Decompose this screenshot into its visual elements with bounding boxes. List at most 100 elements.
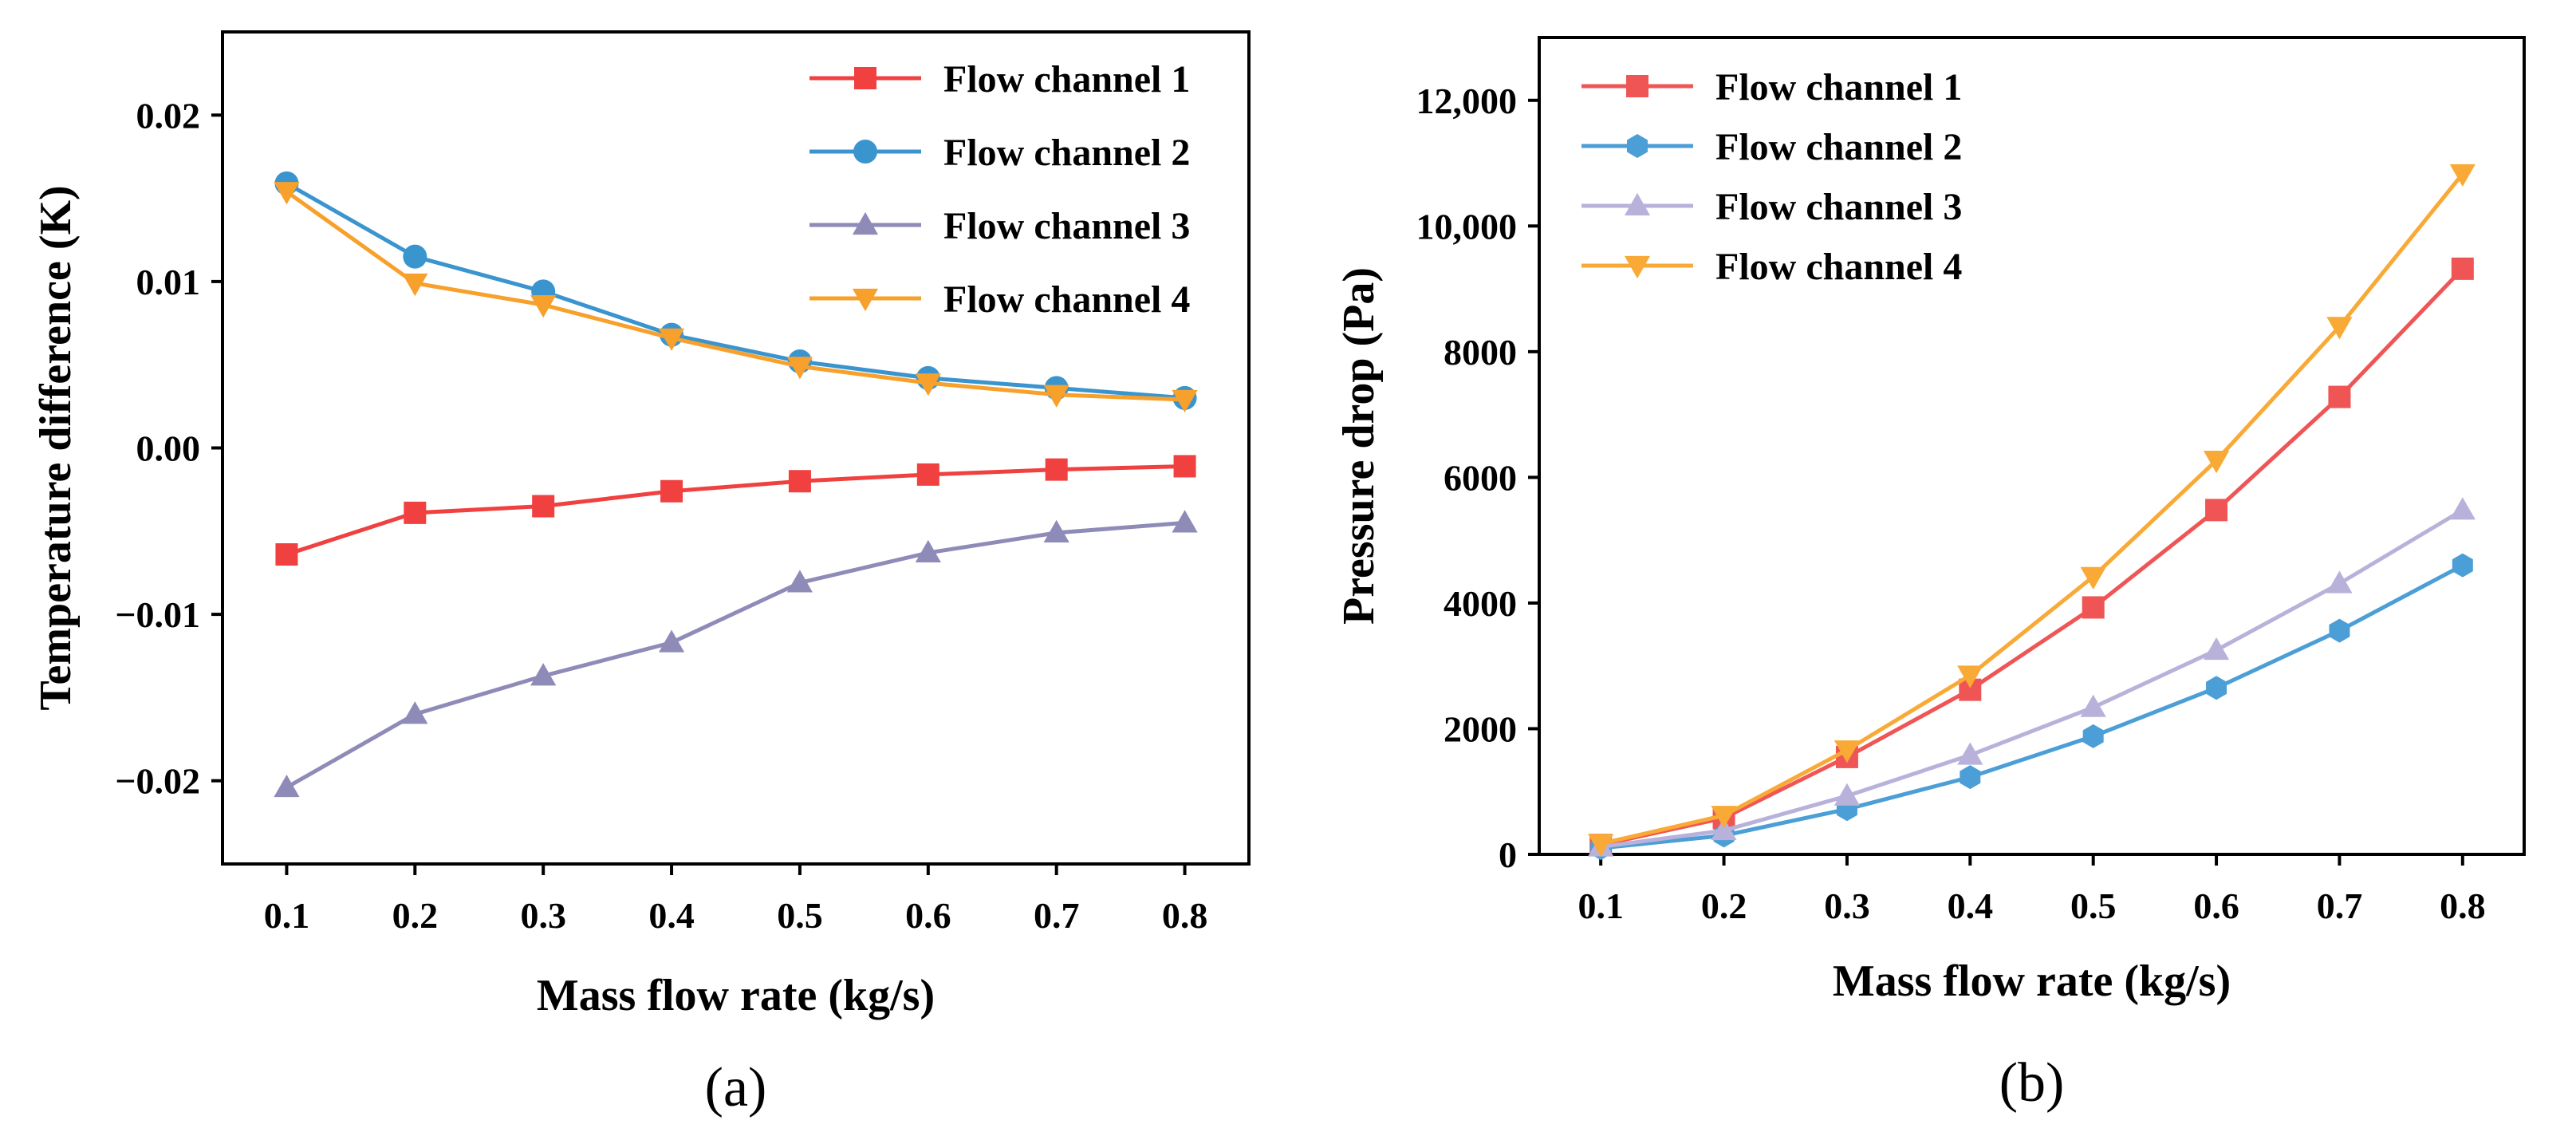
series-1 bbox=[1589, 257, 2474, 857]
data-point bbox=[1711, 817, 1737, 841]
y-tick-label: −0.01 bbox=[115, 594, 200, 635]
data-point bbox=[2080, 694, 2106, 717]
data-point bbox=[2329, 618, 2350, 643]
data-point bbox=[2205, 499, 2228, 522]
y-axis-title: Temperature difference (K) bbox=[31, 185, 81, 710]
series-line bbox=[286, 520, 1185, 790]
y-tick-label: 0 bbox=[1499, 834, 1517, 875]
data-point bbox=[530, 663, 557, 686]
x-tick-label: 0.5 bbox=[777, 895, 823, 936]
legend-item: Flow channel 2 bbox=[809, 132, 1190, 174]
series-line bbox=[285, 190, 1185, 402]
series-line bbox=[1600, 508, 2464, 850]
y-axis-title: Pressure drop (Pa) bbox=[1334, 267, 1384, 625]
data-point bbox=[2328, 385, 2351, 408]
x-tick-label: 0.8 bbox=[1162, 895, 1208, 936]
legend-marker bbox=[1627, 134, 1648, 158]
series-line bbox=[1600, 172, 2464, 846]
legend-item: Flow channel 3 bbox=[809, 205, 1190, 247]
data-point bbox=[1045, 458, 1068, 481]
data-point bbox=[1173, 455, 1196, 478]
data-point bbox=[915, 539, 941, 562]
y-tick-label: 4000 bbox=[1444, 583, 1517, 624]
data-point bbox=[1834, 783, 1861, 806]
data-point bbox=[1043, 519, 1069, 542]
series-3 bbox=[274, 510, 1198, 798]
y-tick-label: 8000 bbox=[1444, 332, 1517, 373]
data-point bbox=[786, 570, 813, 593]
legend-label: Flow channel 1 bbox=[943, 58, 1190, 101]
data-point bbox=[530, 295, 557, 318]
legend: Flow channel 1 Flow channel 2 Flow channel… bbox=[1581, 66, 1962, 288]
data-point bbox=[2080, 566, 2106, 590]
y-tick-label: 0.02 bbox=[136, 95, 201, 136]
panel-label: (a) bbox=[705, 1057, 767, 1118]
data-point bbox=[2326, 570, 2353, 594]
legend-marker bbox=[1624, 255, 1651, 279]
x-tick-label: 0.1 bbox=[1578, 885, 1624, 926]
data-point bbox=[915, 373, 941, 396]
legend-item: Flow channel 4 bbox=[1581, 246, 1962, 288]
y-tick-label: 12,000 bbox=[1416, 81, 1518, 121]
data-point bbox=[2203, 637, 2230, 661]
x-tick-label: 0.2 bbox=[1701, 885, 1747, 926]
legend-item: Flow channel 2 bbox=[1581, 126, 1962, 168]
data-point bbox=[788, 470, 811, 493]
legend-label: Flow channel 2 bbox=[943, 132, 1190, 174]
x-tick-label: 0.7 bbox=[2317, 885, 2363, 926]
legend-label: Flow channel 4 bbox=[943, 278, 1190, 321]
y-tick-label: 2000 bbox=[1444, 708, 1517, 749]
x-tick-label: 0.4 bbox=[648, 895, 695, 936]
data-point bbox=[1172, 389, 1198, 413]
legend-label: Flow channel 2 bbox=[1715, 126, 1962, 168]
series-line bbox=[286, 463, 1185, 557]
data-point bbox=[1834, 740, 1861, 763]
series-line bbox=[1600, 563, 2464, 850]
legend-label: Flow channel 3 bbox=[943, 205, 1190, 247]
legend-item: Flow channel 3 bbox=[1581, 186, 1962, 228]
legend-label: Flow channel 4 bbox=[1715, 246, 1962, 288]
chart-b-pressure-drop: 0.1 0.2 0.3 0.4 0.5 0.6 0.7 0.8 0 2000 4000 6000 800… bbox=[1334, 36, 2526, 1114]
legend-marker bbox=[852, 288, 879, 312]
series-line bbox=[1600, 267, 2464, 847]
x-tick-label: 0.4 bbox=[1948, 885, 1994, 926]
data-point bbox=[1960, 765, 1981, 790]
legend-item: Flow channel 1 bbox=[809, 58, 1190, 101]
plot-frame bbox=[1538, 36, 2526, 856]
data-point bbox=[2449, 497, 2476, 520]
legend-marker bbox=[854, 67, 876, 89]
x-tick-label: 0.3 bbox=[520, 895, 566, 936]
data-point bbox=[402, 701, 428, 724]
x-tick-label: 0.1 bbox=[264, 895, 310, 936]
legend-marker bbox=[1626, 75, 1648, 97]
data-point bbox=[2452, 553, 2473, 578]
data-point bbox=[275, 543, 298, 566]
data-point bbox=[916, 463, 939, 486]
y-tick-label: 6000 bbox=[1444, 457, 1517, 498]
legend-item: Flow channel 4 bbox=[809, 278, 1190, 321]
data-point bbox=[532, 495, 555, 518]
chart-a-temperature-difference: 0.1 0.2 0.3 0.4 0.5 0.6 0.7 0.8 −0.02 −0.01 0.00 0.… bbox=[31, 30, 1251, 1118]
data-point bbox=[2206, 676, 2227, 700]
series-line bbox=[286, 181, 1185, 400]
data-point bbox=[1588, 834, 1614, 857]
panel-label: (b) bbox=[1999, 1052, 2065, 1114]
data-point bbox=[2082, 724, 2104, 748]
series-4 bbox=[274, 182, 1198, 413]
data-point bbox=[402, 273, 428, 297]
y-tick-label: 0.01 bbox=[136, 262, 201, 302]
legend-label: Flow channel 1 bbox=[1715, 66, 1962, 108]
data-point bbox=[274, 774, 300, 798]
legend-item: Flow channel 1 bbox=[1581, 66, 1962, 108]
x-tick-label: 0.6 bbox=[905, 895, 951, 936]
legend-label: Flow channel 3 bbox=[1715, 186, 1962, 228]
series-3 bbox=[1588, 497, 2476, 857]
data-point bbox=[1172, 510, 1198, 533]
legend-marker bbox=[853, 140, 877, 164]
data-point bbox=[658, 629, 685, 653]
data-point bbox=[660, 479, 683, 503]
x-tick-label: 0.3 bbox=[1824, 885, 1870, 926]
y-tick-label: 0.00 bbox=[136, 428, 201, 469]
data-point bbox=[2326, 317, 2353, 340]
